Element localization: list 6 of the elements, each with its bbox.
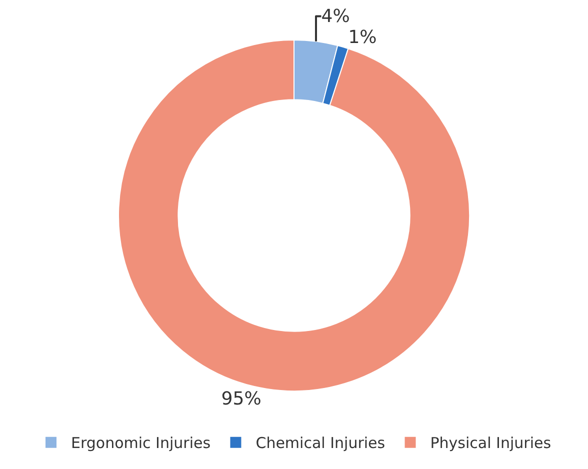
data-label: 1% (348, 26, 377, 48)
legend-label: Physical Injuries (430, 434, 552, 452)
legend-label: Chemical Injuries (256, 434, 386, 452)
data-label: 95% (221, 388, 262, 410)
data-label: 4% (321, 6, 350, 27)
legend-label: Ergonomic Injuries (71, 434, 211, 452)
